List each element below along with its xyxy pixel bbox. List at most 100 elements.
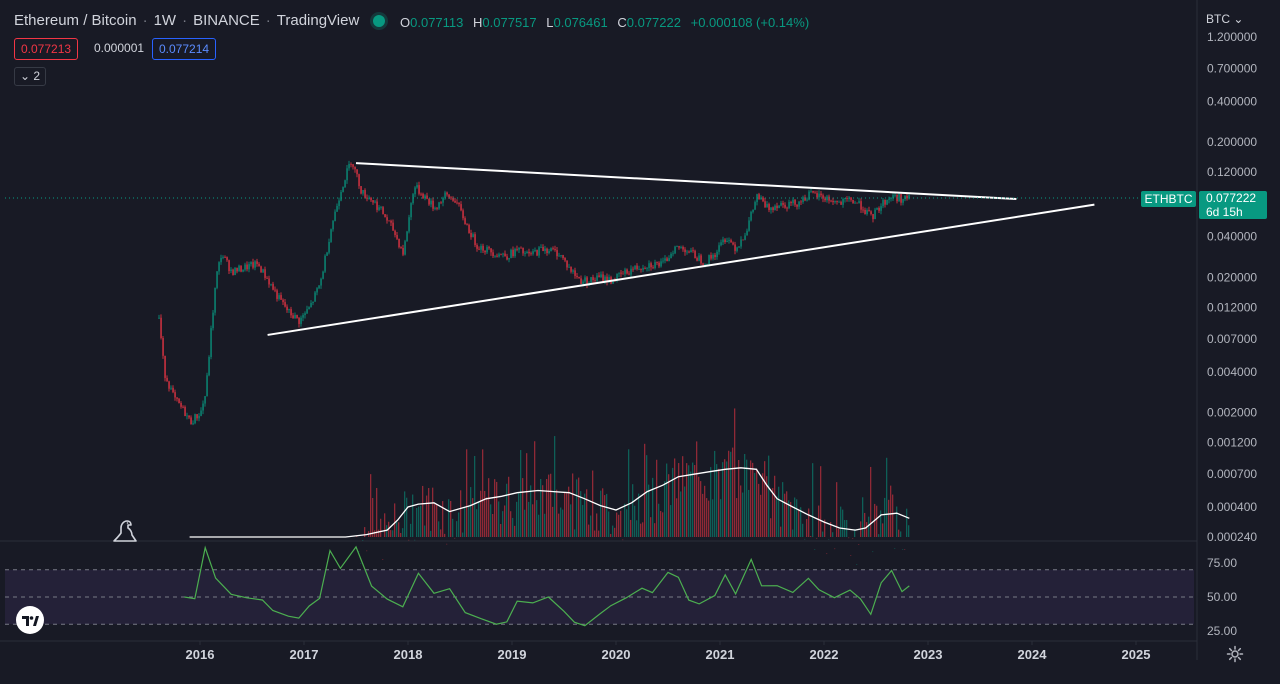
volume-bar bbox=[872, 551, 874, 553]
candle-body bbox=[718, 245, 720, 252]
candle-body bbox=[672, 253, 674, 255]
candle-body bbox=[514, 248, 516, 257]
candle-body bbox=[218, 262, 220, 272]
interval-label[interactable]: 1W bbox=[153, 12, 177, 29]
volume-bar bbox=[662, 512, 664, 537]
buy-button[interactable]: 0.077214 bbox=[152, 38, 217, 60]
candle-body bbox=[436, 207, 438, 209]
volume-bar bbox=[854, 529, 856, 537]
candle-body bbox=[674, 246, 676, 254]
candle-body bbox=[362, 189, 364, 194]
volume-bar bbox=[764, 461, 766, 537]
candle-body bbox=[862, 209, 864, 211]
chevron-down-icon: ⌄ bbox=[20, 69, 31, 83]
candle-body bbox=[266, 277, 268, 279]
candle-body bbox=[864, 209, 866, 215]
candle-body bbox=[770, 207, 772, 211]
volume-bar bbox=[432, 487, 434, 537]
candle-body bbox=[820, 193, 822, 196]
candle-body bbox=[642, 268, 644, 270]
candle-body bbox=[898, 193, 900, 202]
gear-icon[interactable] bbox=[1226, 645, 1244, 663]
candle-body bbox=[622, 273, 624, 275]
symbol-name[interactable]: Ethereum / Bitcoin bbox=[14, 12, 137, 29]
volume-bar bbox=[692, 462, 694, 537]
volume-bar bbox=[498, 501, 500, 537]
indicators-toggle[interactable]: ⌄ 2 bbox=[14, 67, 47, 86]
candle-body bbox=[794, 199, 796, 205]
volume-bar bbox=[578, 477, 580, 537]
volume-bar bbox=[706, 498, 708, 537]
volume-bar bbox=[448, 499, 450, 537]
candle-body bbox=[750, 211, 752, 221]
candle-body bbox=[354, 166, 356, 170]
candle-body bbox=[720, 242, 722, 246]
candle-body bbox=[184, 406, 186, 417]
candle-body bbox=[638, 269, 640, 270]
volume-bar bbox=[560, 507, 562, 537]
rsi-tick-label: 75.00 bbox=[1207, 556, 1237, 570]
candle-body bbox=[230, 269, 232, 272]
candle-body bbox=[188, 415, 190, 418]
candle-body bbox=[566, 260, 568, 268]
candle-body bbox=[544, 248, 546, 252]
candle-body bbox=[788, 202, 790, 208]
candle-body bbox=[700, 255, 702, 264]
candle-body bbox=[682, 246, 684, 250]
volume-bar bbox=[792, 529, 794, 537]
sell-button[interactable]: 0.077213 bbox=[14, 38, 79, 60]
candle-body bbox=[722, 239, 724, 243]
candle-body bbox=[314, 292, 316, 302]
candle-body bbox=[742, 239, 744, 241]
volume-bar bbox=[834, 548, 836, 550]
candle-body bbox=[710, 255, 712, 259]
volume-bar bbox=[462, 532, 464, 537]
candle-body bbox=[690, 250, 692, 253]
candle-body bbox=[698, 255, 700, 261]
volume-bar bbox=[392, 530, 394, 537]
volume-bar bbox=[542, 485, 544, 537]
volume-bar bbox=[700, 481, 702, 537]
rsi-line bbox=[184, 545, 910, 627]
volume-bar bbox=[588, 524, 590, 537]
tradingview-logo-icon[interactable] bbox=[16, 606, 44, 634]
candle-body bbox=[724, 239, 726, 243]
candle-body bbox=[580, 278, 582, 284]
candle-body bbox=[412, 194, 414, 204]
candle-body bbox=[600, 274, 602, 278]
candle-body bbox=[304, 313, 306, 316]
candle-body bbox=[250, 262, 252, 265]
volume-bar bbox=[750, 460, 752, 537]
volume-bar bbox=[762, 473, 764, 537]
candle-body bbox=[198, 415, 200, 419]
volume-bar bbox=[736, 498, 738, 537]
volume-bar bbox=[888, 499, 890, 537]
volume-bar bbox=[666, 463, 668, 537]
candle-body bbox=[648, 263, 650, 269]
candle-body bbox=[468, 224, 470, 233]
candle-body bbox=[360, 186, 362, 194]
volume-bar bbox=[438, 521, 440, 537]
volume-bar bbox=[694, 465, 696, 537]
bar-countdown: 6d 15h bbox=[1206, 205, 1243, 219]
candle-body bbox=[370, 197, 372, 201]
candle-body bbox=[388, 220, 390, 222]
volume-bar bbox=[546, 478, 548, 537]
candle-body bbox=[182, 406, 184, 408]
candle-body bbox=[422, 193, 424, 199]
candle-body bbox=[606, 276, 608, 282]
candle-body bbox=[316, 288, 318, 293]
volume-bar bbox=[444, 533, 446, 537]
candle-body bbox=[482, 245, 484, 251]
volume-bar bbox=[530, 485, 532, 537]
volume-bar bbox=[618, 514, 620, 537]
currency-selector[interactable]: BTC ⌄ bbox=[1206, 12, 1243, 26]
candle-body bbox=[748, 220, 750, 231]
volume-bar bbox=[698, 476, 700, 537]
candle-body bbox=[248, 264, 250, 270]
candle-body bbox=[392, 222, 394, 231]
candle-body bbox=[786, 207, 788, 209]
volume-bar bbox=[452, 518, 454, 537]
candle-body bbox=[358, 174, 360, 187]
